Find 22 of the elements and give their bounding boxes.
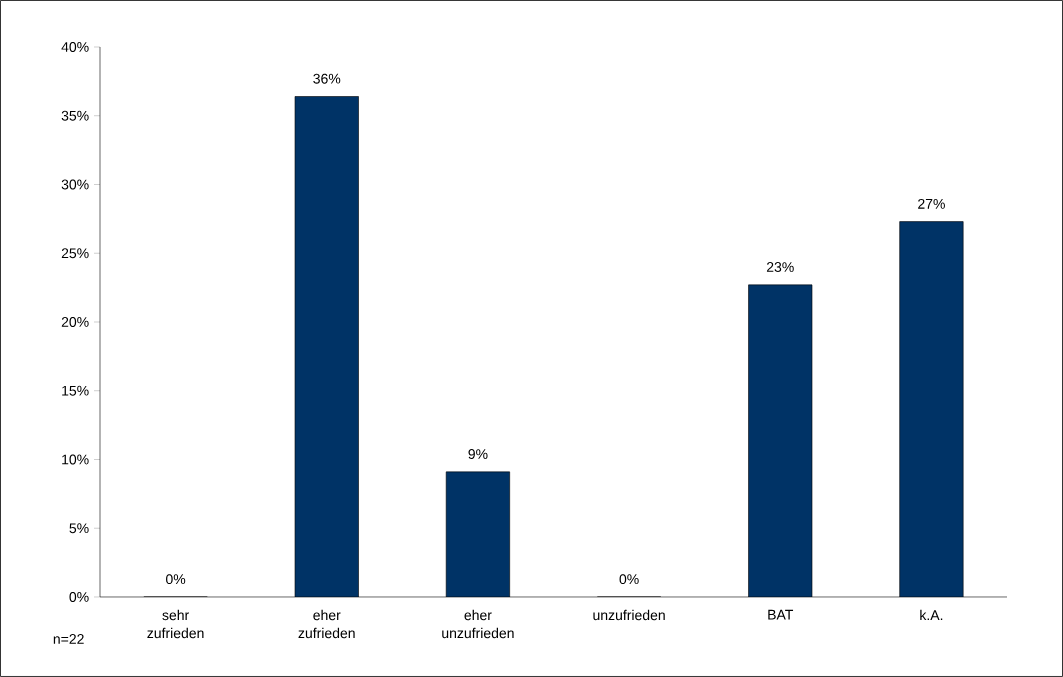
x-tick-label: sehr zufrieden — [147, 609, 204, 639]
y-tick-label: 20% — [61, 317, 89, 327]
data-label: 27% — [918, 198, 945, 209]
y-tick-label: 0% — [69, 592, 89, 602]
data-label: 23% — [766, 262, 794, 272]
data-label: 9% — [468, 449, 488, 459]
x-tick-label: unzufrieden — [593, 609, 665, 621]
y-tick-label: 15% — [62, 385, 89, 396]
x-tick-label: eher unzufrieden — [442, 609, 514, 639]
data-label: 0% — [166, 574, 186, 585]
y-tick-label: 10% — [62, 454, 89, 465]
x-tick-label: eher zufrieden — [298, 609, 355, 639]
data-label: 0% — [619, 574, 639, 585]
data-label: 36% — [313, 73, 341, 84]
y-tick-label: 40% — [61, 42, 89, 52]
text: n=22 — [53, 634, 84, 644]
x-tick-label: k.A. — [920, 609, 943, 620]
y-tick-label: 30% — [61, 179, 89, 190]
y-tick-label: 35% — [61, 110, 89, 121]
y-tick-label: 5% — [69, 523, 89, 534]
y-tick-label: 25% — [61, 248, 89, 259]
x-tick-label: BAT — [768, 609, 794, 620]
